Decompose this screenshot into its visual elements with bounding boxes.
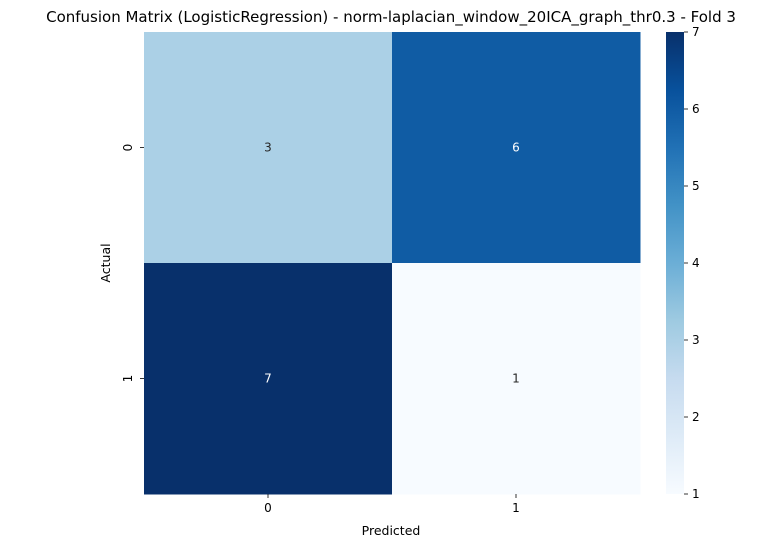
y-tick-label-0: 0	[121, 144, 135, 152]
x-tick-label-0: 0	[264, 501, 272, 515]
heatmap-cell-1-0	[144, 263, 393, 495]
colorbar-tick-label-5: 6	[692, 102, 700, 116]
heatmap-cell-0-0	[144, 32, 393, 264]
cell-value-label-1-1: 1	[512, 372, 520, 386]
colorbar-ticks: 1 2 3 4 5 6 7	[684, 25, 700, 501]
colorbar-tick-label-1: 2	[692, 410, 700, 424]
x-axis-label: Predicted	[362, 523, 421, 538]
y-tick-label-1: 1	[121, 375, 135, 383]
cell-value-label-0-1: 6	[512, 141, 520, 155]
heatmap-cells: 3 6 7 1	[144, 32, 641, 495]
heatmap-cell-0-1	[392, 32, 641, 264]
cell-value-label-0-0: 3	[264, 141, 272, 155]
colorbar-tick-label-4: 5	[692, 179, 700, 193]
heatmap-cell-1-1	[392, 263, 641, 495]
y-axis-ticks: 01	[121, 144, 144, 383]
y-axis-label: Actual	[98, 243, 113, 282]
x-tick-label-1: 1	[512, 501, 520, 515]
cell-value-label-1-0: 7	[264, 372, 272, 386]
colorbar	[666, 32, 684, 494]
colorbar-tick-label-2: 3	[692, 333, 700, 347]
colorbar-tick-label-3: 4	[692, 256, 700, 270]
colorbar-tick-label-6: 7	[692, 25, 700, 39]
colorbar-tick-label-0: 1	[692, 487, 700, 501]
chart-title: Confusion Matrix (LogisticRegression) - …	[46, 8, 736, 27]
